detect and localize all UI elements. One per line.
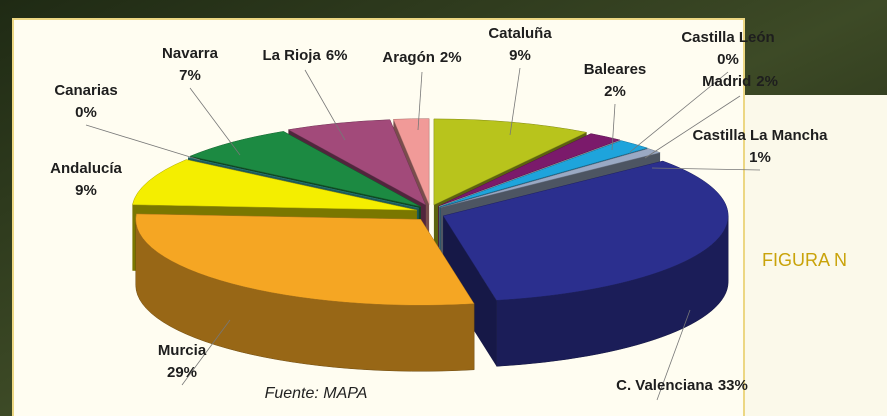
leader-line — [651, 167, 761, 171]
slice-top — [135, 213, 475, 306]
slice-label-name: Castilla León — [681, 29, 774, 46]
leader-line — [509, 67, 521, 136]
slice-label: C. Valenciana 33% — [616, 377, 748, 394]
slice-label-value: 6% — [326, 47, 348, 64]
source-note: Fuente: MAPA — [265, 385, 368, 402]
slice-label-name: Andalucía — [50, 160, 122, 177]
slice-label-name: Murcia — [158, 342, 207, 359]
slice-label-value: 33% — [718, 377, 748, 394]
slice-label-value: 2% — [440, 49, 462, 66]
leader-line — [85, 124, 201, 161]
leader-line — [417, 71, 423, 131]
page-background — [745, 95, 887, 416]
slice-top — [188, 157, 419, 209]
slice-label-name: Castilla La Mancha — [692, 127, 828, 144]
slice-top — [442, 160, 729, 301]
slice-top — [132, 159, 417, 211]
leader-line — [181, 319, 231, 386]
labels: Cataluña 9% Baleares 2% Castilla León 0% Madri… — [50, 25, 828, 401]
slice-label-name: C. Valenciana — [616, 377, 713, 394]
leader-line — [189, 87, 241, 156]
slice-label-value: 9% — [509, 47, 531, 64]
slice-label-value: 2% — [756, 73, 778, 90]
slice-label-name: La Rioja — [262, 47, 321, 64]
slice-top — [438, 133, 621, 207]
leader-line — [304, 69, 346, 141]
slice-label-name: Cataluña — [488, 25, 552, 42]
slice-label-value: 29% — [167, 364, 197, 381]
slice-label-value: 0% — [717, 51, 739, 68]
leader-line — [611, 103, 616, 151]
slice-label-value: 9% — [75, 182, 97, 199]
slice-label-name: Canarias — [54, 82, 117, 99]
slice-top — [439, 140, 649, 208]
slice-label: Madrid 2% — [702, 73, 778, 90]
slice-label-name: Aragón — [382, 49, 435, 66]
leader-line — [644, 95, 741, 159]
slice-label: Aragón 2% — [382, 49, 461, 66]
leader-line — [629, 71, 729, 153]
slice-label: La Rioja 6% — [262, 47, 347, 64]
slice-top — [189, 131, 421, 207]
slice-top — [433, 118, 588, 206]
slice-label-value: 7% — [179, 67, 201, 84]
slice-label-value: 1% — [749, 149, 771, 166]
pie — [132, 118, 729, 372]
slice-label-name: Baleares — [584, 61, 647, 78]
slice-label-name: Navarra — [162, 45, 219, 62]
leader-line — [656, 309, 691, 401]
slice-label-value: 2% — [604, 83, 626, 100]
slice-top — [440, 148, 661, 208]
slice-label-value: 0% — [75, 104, 97, 121]
slice-cut-wall — [443, 215, 497, 367]
slice-top — [393, 118, 430, 205]
slice-top — [287, 119, 427, 206]
figure-caption: FIGURA N — [762, 250, 847, 270]
slice-label-name: Madrid — [702, 73, 751, 90]
